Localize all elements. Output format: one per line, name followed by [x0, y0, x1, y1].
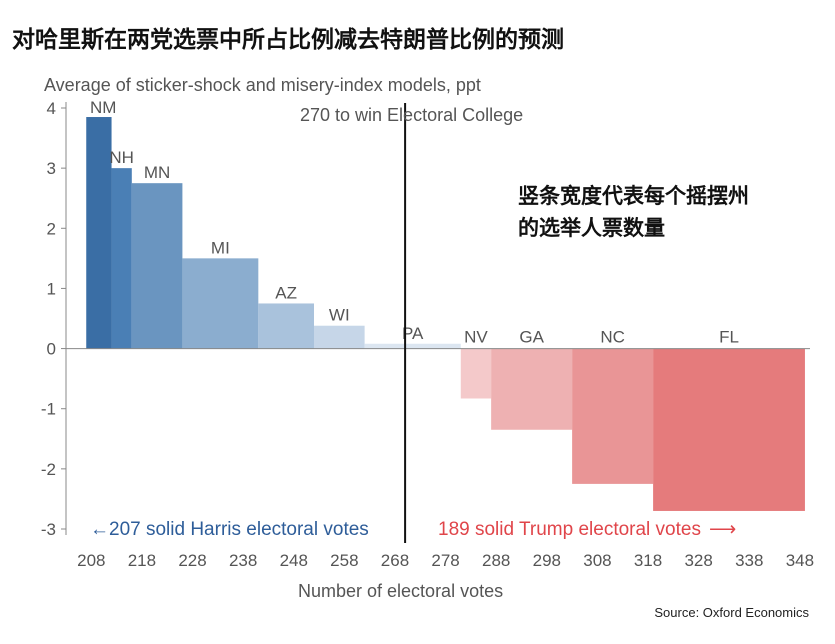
x-tick-label: 348 — [786, 551, 814, 570]
harris-base-text: 207 solid Harris electoral votes — [109, 519, 369, 540]
x-tick-label: 278 — [431, 551, 459, 570]
bar-az — [258, 303, 314, 349]
state-label-fl: FL — [719, 328, 739, 347]
bar-ga — [491, 348, 573, 430]
bar-fl — [653, 348, 805, 511]
bar-nm — [86, 117, 112, 349]
state-label-nv: NV — [464, 328, 488, 347]
right-arrow-icon: ⟶ — [709, 519, 736, 540]
y-tick-label: 0 — [47, 340, 56, 359]
threshold-label: 270 to win Electoral College — [300, 105, 523, 125]
x-tick-label: 268 — [381, 551, 409, 570]
x-axis-label: Number of electoral votes — [298, 581, 503, 601]
x-tick-label: 338 — [735, 551, 763, 570]
y-tick-label: -3 — [41, 520, 56, 539]
state-label-ga: GA — [519, 328, 544, 347]
x-tick-label: 258 — [330, 551, 358, 570]
width-annotation: 竖条宽度代表每个摇摆州的选举人票数量 — [518, 184, 749, 240]
bar-mi — [182, 258, 259, 349]
left-arrow-icon: ← — [90, 519, 109, 540]
bar-pa — [364, 343, 461, 349]
y-tick-label: -1 — [41, 400, 56, 419]
x-tick-label: 248 — [280, 551, 308, 570]
x-tick-label: 328 — [684, 551, 712, 570]
y-tick-label: 4 — [47, 99, 56, 118]
x-tick-label: 218 — [128, 551, 156, 570]
state-label-nh: NH — [109, 148, 134, 167]
bar-nh — [111, 168, 132, 349]
y-axis-label: Average of sticker-shock and misery-inde… — [44, 75, 481, 95]
state-labels-group: NM NH MN MI AZ WI PA NV GA NC FL — [90, 98, 739, 347]
state-label-nm: NM — [90, 98, 116, 117]
y-ticks-group: 4 3 2 1 0 -1 -2 -3 — [41, 99, 66, 539]
harris-base-label: ←207 solid Harris electoral votes — [90, 519, 369, 540]
bar-mn — [131, 183, 183, 349]
state-label-wi: WI — [329, 306, 350, 325]
bar-wi — [314, 325, 365, 349]
state-label-pa: PA — [402, 324, 424, 343]
bar-nv — [460, 348, 492, 399]
x-tick-label: 318 — [634, 551, 662, 570]
y-tick-label: -2 — [41, 460, 56, 479]
x-tick-label: 308 — [583, 551, 611, 570]
x-tick-label: 298 — [533, 551, 561, 570]
state-label-mi: MI — [211, 238, 230, 257]
trump-base-label: 189 solid Trump electoral votes ⟶ — [438, 519, 736, 540]
x-tick-label: 288 — [482, 551, 510, 570]
y-tick-label: 2 — [47, 219, 56, 238]
state-label-mn: MN — [144, 163, 170, 182]
y-tick-label: 1 — [47, 279, 56, 298]
x-tick-label: 228 — [178, 551, 206, 570]
y-tick-label: 3 — [47, 159, 56, 178]
source-note: Source: Oxford Economics — [654, 605, 809, 620]
page-title: 对哈里斯在两党选票中所占比例减去特朗普比例的预测 — [12, 27, 564, 53]
state-label-nc: NC — [600, 328, 625, 347]
bar-nc — [572, 348, 654, 484]
x-ticks-group: 208 218 228 238 248 258 268 278 288 298 308 318 328 3… — [77, 551, 814, 570]
bars-group — [86, 117, 805, 511]
trump-base-text: 189 solid Trump electoral votes — [438, 519, 701, 540]
state-label-az: AZ — [275, 283, 297, 302]
x-tick-label: 208 — [77, 551, 105, 570]
x-tick-label: 238 — [229, 551, 257, 570]
